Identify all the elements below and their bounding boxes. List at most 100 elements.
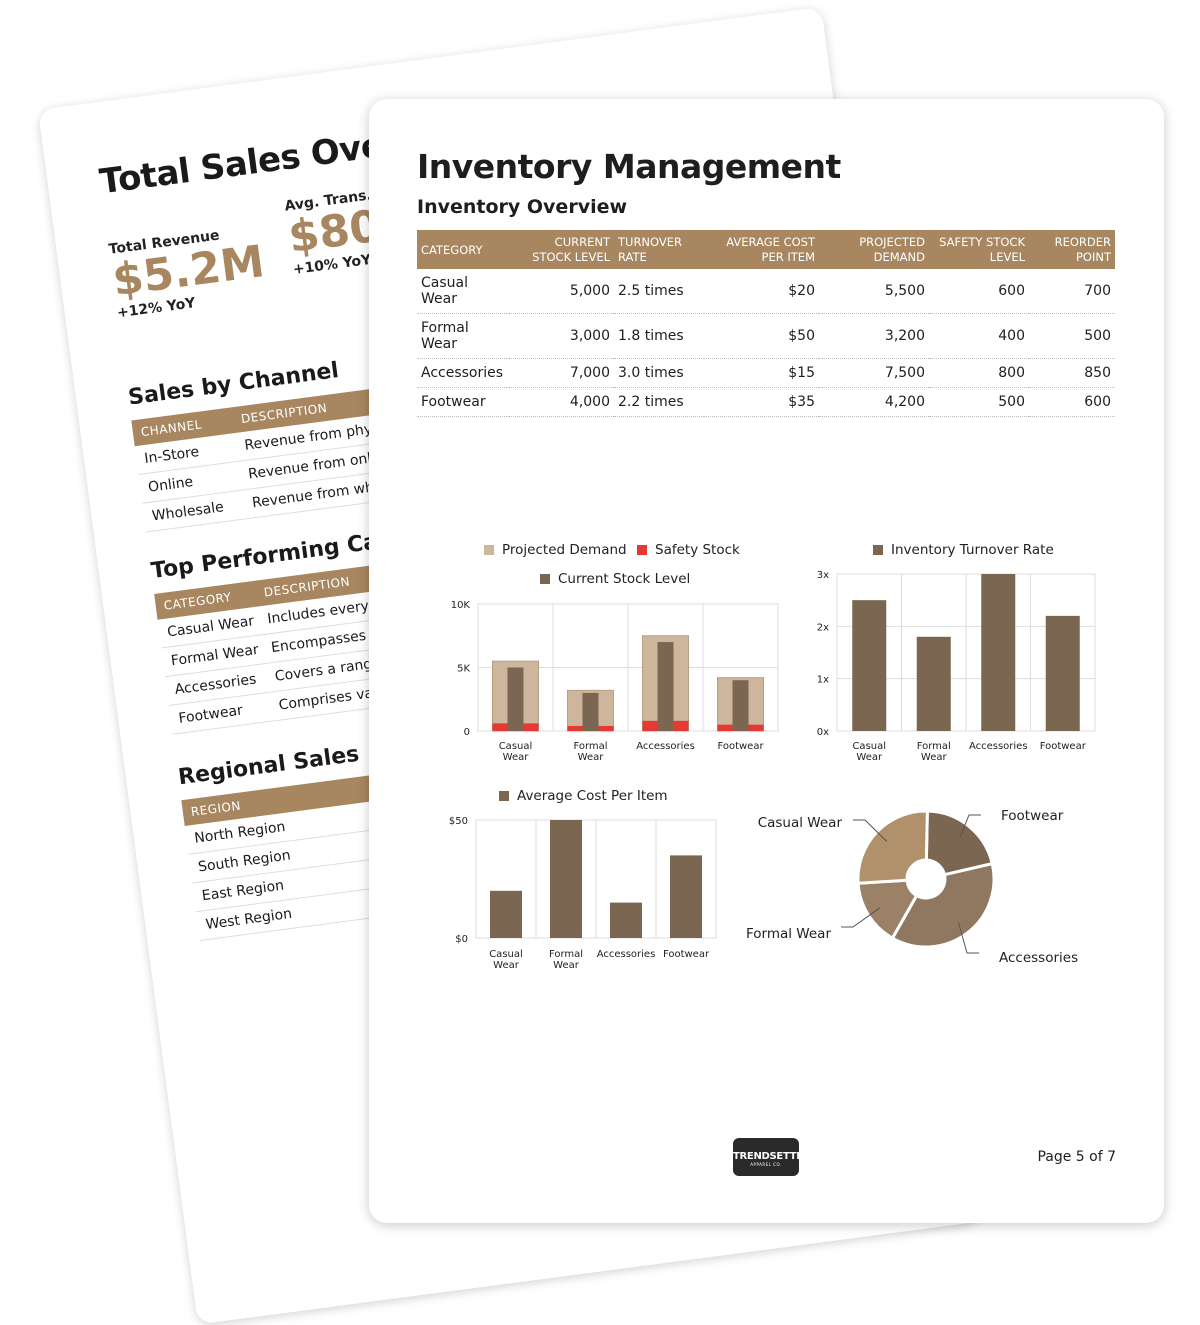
- avg-cost-bar: [610, 902, 642, 938]
- turnover-chart-y-tick-label: 1x: [817, 675, 829, 686]
- table-row: Formal Wear 3,000 1.8 times $50 3,200 40…: [417, 313, 1115, 359]
- avg-cost-bar: [670, 855, 702, 938]
- header-cell: CURRENT STOCK LEVEL: [509, 230, 614, 269]
- cell: 3,200: [819, 313, 929, 359]
- donut-slice: [856, 809, 929, 885]
- cost-chart-legend-swatch: [499, 791, 509, 801]
- cell: 700: [1029, 269, 1115, 314]
- turnover-chart-legend-label: Inventory Turnover Rate: [891, 542, 1054, 558]
- stock-chart-y-tick-label: 0: [464, 727, 470, 738]
- logo-text: TRENDSETTERS: [733, 1151, 818, 1162]
- x-tick-label: Casual Wear: [499, 741, 533, 763]
- header-cell: TURNOVER RATE: [614, 230, 704, 269]
- x-tick-label: Accessories: [636, 741, 695, 752]
- turnover-chart-y-tick-label: 3x: [817, 570, 829, 581]
- x-tick-label: Accessories: [597, 949, 656, 960]
- donut-slice: [890, 861, 996, 949]
- donut-leader-line: [853, 819, 888, 842]
- stock-chart-legend-swatch: [637, 545, 647, 555]
- cell: Casual Wear: [417, 269, 509, 314]
- x-tick-label: Footwear: [717, 741, 764, 752]
- turnover-bar: [916, 636, 951, 731]
- cell: 500: [1029, 313, 1115, 359]
- turnover-bar: [1045, 615, 1080, 731]
- current-stock-bar: [657, 642, 674, 731]
- cell: 5,000: [509, 269, 614, 314]
- cell: 5,500: [819, 269, 929, 314]
- turnover-bar: [981, 574, 1016, 731]
- avg-cost-bar: [490, 890, 522, 938]
- cell: $15: [704, 358, 819, 388]
- cell: 800: [929, 358, 1029, 388]
- cell: $20: [704, 269, 819, 314]
- header-cell: SAFETY STOCK LEVEL: [929, 230, 1029, 269]
- stock-chart-legend-label: Current Stock Level: [558, 571, 690, 587]
- cell: 4,000: [509, 387, 614, 417]
- cell: 600: [929, 269, 1029, 314]
- x-tick-label: Formal Wear: [549, 949, 583, 971]
- turnover-chart-y-tick-label: 2x: [817, 622, 829, 633]
- charts-area: Projected Demand Safety Stock Current Stoc…: [449, 542, 1096, 971]
- cell: Footwear: [177, 702, 244, 727]
- cell: 3,000: [509, 313, 614, 359]
- cell: 500: [929, 387, 1029, 417]
- cell: 600: [1029, 387, 1115, 417]
- kpi-total-revenue: Total Revenue $5.2M +12% YoY: [108, 222, 270, 321]
- x-tick-label: Casual Wear: [489, 949, 523, 971]
- donut-leader-line: [841, 907, 881, 928]
- donut-label: Footwear: [1001, 808, 1064, 824]
- donut-label: Formal Wear: [746, 926, 831, 942]
- table-header-row: CATEGORY CURRENT STOCK LEVEL TURNOVER RA…: [417, 230, 1115, 269]
- cell: 7,000: [509, 358, 614, 388]
- header-cell: REORDER POINT: [1029, 230, 1115, 269]
- inventory-table: CATEGORY CURRENT STOCK LEVEL TURNOVER RA…: [417, 230, 1115, 417]
- donut-label: Casual Wear: [758, 815, 843, 831]
- header-cell: AVERAGE COST PER ITEM: [704, 230, 819, 269]
- current-stock-bar: [582, 692, 599, 731]
- cell: 4,200: [819, 387, 929, 417]
- header-cell: CATEGORY: [417, 230, 509, 269]
- section-title: Inventory Overview: [417, 196, 628, 218]
- cell: 2.2 times: [614, 387, 704, 417]
- current-stock-bar: [732, 680, 749, 731]
- cell: 400: [929, 313, 1029, 359]
- donut-slice: [924, 809, 995, 877]
- brand-logo: TRENDSETTERS APPAREL CO.: [733, 1138, 818, 1176]
- x-tick-label: Footwear: [663, 949, 710, 960]
- stock-chart-legend-swatch: [484, 545, 494, 555]
- x-tick-label: Footwear: [1040, 741, 1087, 752]
- table-row: Footwear 4,000 2.2 times $35 4,200 500 6…: [417, 387, 1115, 417]
- cell: 7,500: [819, 358, 929, 388]
- x-tick-label: Formal Wear: [573, 741, 607, 763]
- cell: 3.0 times: [614, 358, 704, 388]
- stock-chart-legend-swatch: [540, 574, 550, 584]
- table-row: Casual Wear 5,000 2.5 times $20 5,500 60…: [417, 269, 1115, 314]
- cost-chart-legend-label: Average Cost Per Item: [517, 788, 668, 804]
- cost-chart-y-tick-label: $0: [455, 934, 468, 945]
- stock-chart-y-tick-label: 10K: [451, 600, 471, 611]
- cell: Formal Wear: [417, 313, 509, 359]
- cell: Footwear: [417, 387, 509, 417]
- donut-label: Accessories: [999, 950, 1078, 966]
- cell: 1.8 times: [614, 313, 704, 359]
- current-stock-bar: [507, 667, 524, 731]
- cell: 2.5 times: [614, 269, 704, 314]
- front-page: Inventory Management Inventory Overview …: [369, 99, 1164, 1223]
- donut-leader-line: [958, 922, 979, 954]
- page-title: Inventory Management: [417, 147, 841, 186]
- turnover-bar: [852, 600, 887, 731]
- table-row: Accessories 7,000 3.0 times $15 7,500 80…: [417, 358, 1115, 388]
- cell: $35: [704, 387, 819, 417]
- stock-chart-legend-label: Safety Stock: [655, 542, 740, 558]
- avg-cost-bar: [550, 820, 582, 938]
- turnover-chart-legend-swatch: [873, 545, 883, 555]
- cell: Accessories: [417, 358, 509, 388]
- header-cell: PROJECTED DEMAND: [819, 230, 929, 269]
- stock-chart-legend-label: Projected Demand: [502, 542, 627, 558]
- cost-chart-y-tick-label: $50: [449, 816, 468, 827]
- turnover-chart-y-tick-label: 0x: [817, 727, 829, 738]
- logo-subtext: APPAREL CO.: [750, 1162, 782, 1167]
- x-tick-label: Formal Wear: [917, 741, 951, 763]
- donut-leader-line: [959, 814, 981, 837]
- page-number: Page 5 of 7: [1037, 1149, 1116, 1165]
